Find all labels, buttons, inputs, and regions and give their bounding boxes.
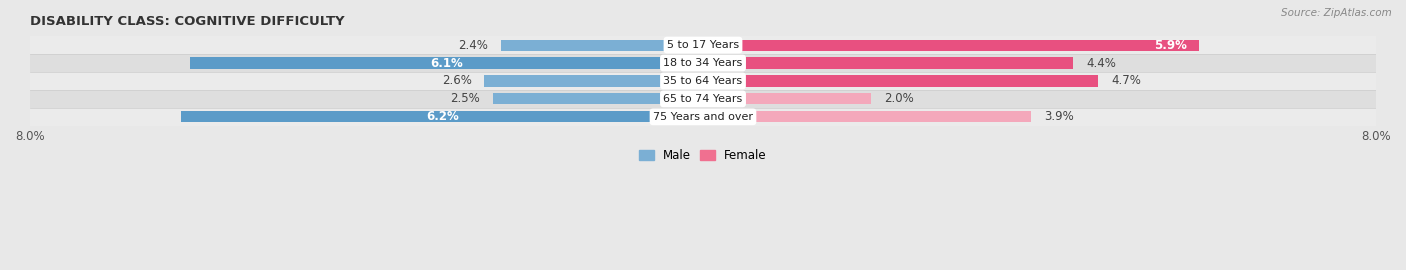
Text: 18 to 34 Years: 18 to 34 Years	[664, 58, 742, 68]
Text: 5 to 17 Years: 5 to 17 Years	[666, 40, 740, 50]
Text: DISABILITY CLASS: COGNITIVE DIFFICULTY: DISABILITY CLASS: COGNITIVE DIFFICULTY	[30, 15, 344, 28]
Text: 2.4%: 2.4%	[458, 39, 488, 52]
Bar	[190, 58, 703, 69]
Text: 4.4%: 4.4%	[1085, 56, 1116, 69]
Bar	[484, 75, 703, 86]
Bar	[501, 39, 703, 51]
Bar	[703, 93, 872, 104]
Text: 5.9%: 5.9%	[1154, 39, 1187, 52]
Text: 6.2%: 6.2%	[426, 110, 458, 123]
Text: 2.6%: 2.6%	[441, 75, 471, 87]
Bar	[30, 108, 1376, 126]
Bar	[30, 72, 1376, 90]
Bar	[30, 54, 1376, 72]
Text: Source: ZipAtlas.com: Source: ZipAtlas.com	[1281, 8, 1392, 18]
Text: 6.1%: 6.1%	[430, 56, 463, 69]
Text: 35 to 64 Years: 35 to 64 Years	[664, 76, 742, 86]
Text: 75 Years and over: 75 Years and over	[652, 112, 754, 122]
Bar	[703, 111, 1031, 122]
Bar	[181, 111, 703, 122]
Bar	[30, 36, 1376, 54]
Text: 3.9%: 3.9%	[1043, 110, 1074, 123]
Text: 2.0%: 2.0%	[884, 92, 914, 105]
Text: 2.5%: 2.5%	[450, 92, 479, 105]
Bar	[492, 93, 703, 104]
Legend: Male, Female: Male, Female	[634, 144, 772, 167]
Bar	[30, 90, 1376, 108]
Bar	[703, 75, 1098, 86]
Text: 4.7%: 4.7%	[1111, 75, 1142, 87]
Bar	[703, 58, 1073, 69]
Bar	[703, 39, 1199, 51]
Text: 65 to 74 Years: 65 to 74 Years	[664, 94, 742, 104]
